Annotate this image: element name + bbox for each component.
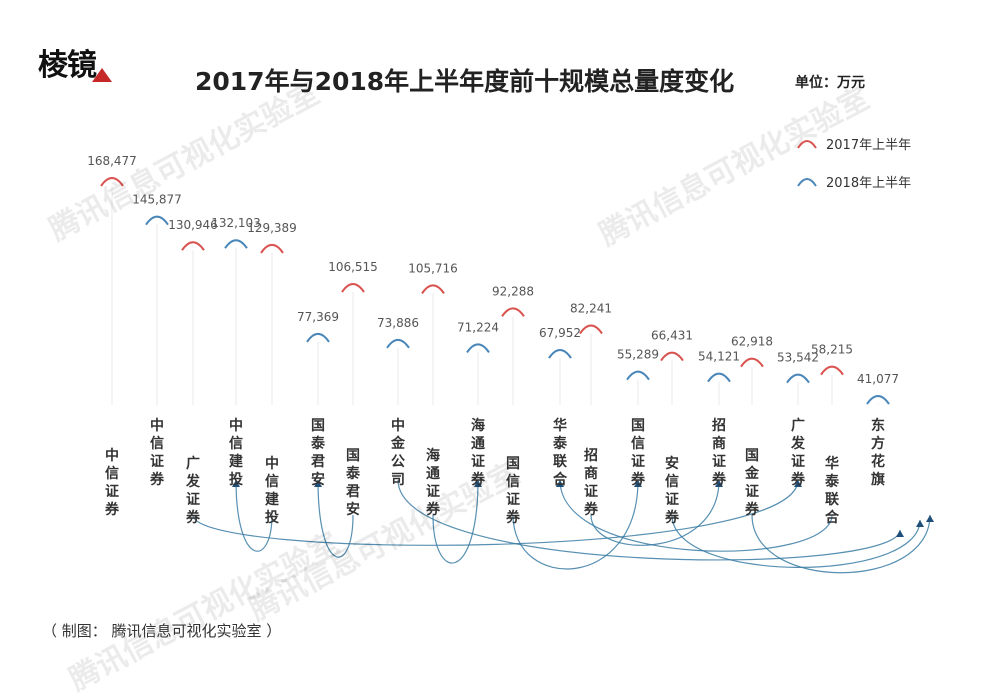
value-label-2017: 105,716: [408, 261, 458, 275]
value-label-2018: 67,952: [539, 326, 581, 340]
arc-2018: [145, 215, 169, 226]
arrow-head: [232, 480, 240, 487]
value-label-2018: 41,077: [857, 372, 899, 386]
logo-text: 棱镜: [38, 48, 97, 83]
legend-label-2018: 2018年上半年: [826, 175, 912, 191]
arrow-head: [556, 480, 564, 487]
value-label-2018: 71,224: [457, 320, 499, 334]
arc-2017: [820, 365, 844, 376]
arc-2017: [579, 324, 603, 335]
arc-2018: [626, 370, 650, 381]
category-label-2018: 海通证券: [471, 417, 486, 488]
arc-2018: [306, 332, 330, 343]
value-label-2018: 55,289: [617, 348, 659, 362]
bump-chart: 168,477 中信证券 130,946 广发证券 129,389 中信建投 106,515…: [87, 154, 934, 574]
connector-line: [512, 479, 639, 570]
value-label-2017: 168,477: [87, 154, 137, 168]
connector-line: [397, 479, 901, 561]
category-label-2018: 华泰联合: [552, 417, 568, 488]
connector-line: [671, 514, 921, 568]
value-label-2018: 53,542: [777, 351, 819, 365]
value-label-2017: 92,288: [492, 284, 534, 298]
category-label-2018: 中信证券: [150, 417, 165, 488]
category-label-2017: 中信建投: [265, 455, 279, 526]
arrow-head: [474, 480, 482, 487]
category-label-2017: 国泰君安: [345, 448, 361, 518]
connector-line: [751, 514, 931, 574]
arc-2017: [740, 357, 764, 368]
legend-label-2017: 2017年上半年: [826, 137, 912, 153]
value-label-2018: 132,103: [211, 216, 261, 230]
arc-2017: [421, 284, 445, 294]
category-label-2018: 国泰君安: [310, 418, 326, 488]
arrow-head: [314, 480, 322, 487]
arc-2017: [341, 283, 365, 293]
value-label-2017: 129,389: [247, 221, 297, 235]
arc-2018: [866, 395, 890, 405]
arc-2017: [260, 243, 284, 254]
arc-2017: [100, 177, 124, 187]
legend: 2017年上半年 2018年上半年: [796, 124, 911, 200]
arc-2018: [224, 239, 248, 249]
arc-2018: [548, 349, 572, 359]
arc-2017: [501, 307, 525, 317]
category-label-2017: 国金证券: [744, 448, 760, 518]
red-arc-icon: [797, 140, 817, 149]
value-label-2017: 82,241: [570, 302, 612, 316]
value-label-2017: 58,215: [811, 343, 853, 357]
legend-item-2017: 2017年上半年: [796, 124, 911, 162]
legend-item-2018: 2018年上半年: [796, 162, 911, 200]
category-label-2017: 国信证券: [506, 456, 521, 526]
arc-2018: [786, 373, 810, 384]
logo-triangle-icon: [92, 68, 112, 82]
arc-2018: [707, 372, 731, 383]
category-label-2018: 招商证券: [712, 417, 727, 488]
arc-2017: [660, 351, 684, 362]
arrow-head: [634, 480, 642, 487]
unit-label: 单位：万元: [795, 75, 865, 91]
connector-line: [317, 479, 354, 558]
category-label-2018: 国信证券: [631, 418, 646, 488]
arc-2017: [181, 241, 205, 251]
value-label-2017: 106,515: [328, 260, 378, 274]
arrow-head: [794, 480, 802, 487]
connector-line: [432, 479, 479, 564]
connector-line: [590, 479, 720, 546]
category-label-2017: 安信证券: [665, 455, 680, 526]
category-label-2018: 中信建投: [229, 417, 243, 488]
logo: 棱镜: [38, 40, 118, 90]
value-label-2018: 54,121: [698, 350, 740, 364]
category-label-2017: 广发证券: [185, 455, 201, 526]
category-label-2018: 东方花旗: [871, 417, 885, 488]
arrow-head: [916, 520, 924, 527]
credit-text: （ 制图： 腾讯信息可视化实验室 ）: [42, 622, 282, 640]
value-label-2017: 62,918: [731, 335, 773, 349]
category-label-2018: 中金公司: [390, 417, 406, 488]
value-label-2017: 66,431: [651, 329, 693, 343]
arc-2018: [466, 343, 490, 354]
value-label-2018: 77,369: [297, 310, 339, 324]
category-label-2017: 中信证券: [105, 447, 120, 518]
chart-title: 2017年与2018年上半年度前十规模总量度变化: [195, 67, 735, 96]
connector-line: [192, 479, 799, 546]
connector-line: [235, 479, 273, 552]
arc-2018: [386, 338, 410, 349]
value-label-2017: 130,946: [168, 218, 218, 232]
value-label-2018: 145,877: [132, 193, 182, 207]
category-label-2017: 招商证券: [584, 447, 599, 518]
arrow-head: [715, 480, 723, 487]
value-label-2018: 73,886: [377, 316, 419, 330]
category-label-2017: 海通证券: [426, 447, 441, 518]
arrow-head: [926, 515, 934, 522]
connector-line: [559, 479, 833, 552]
category-label-2017: 华泰联合: [824, 455, 840, 526]
category-label-2018: 广发证券: [790, 417, 806, 488]
arrow-head: [896, 530, 904, 537]
blue-arc-icon: [797, 178, 817, 187]
